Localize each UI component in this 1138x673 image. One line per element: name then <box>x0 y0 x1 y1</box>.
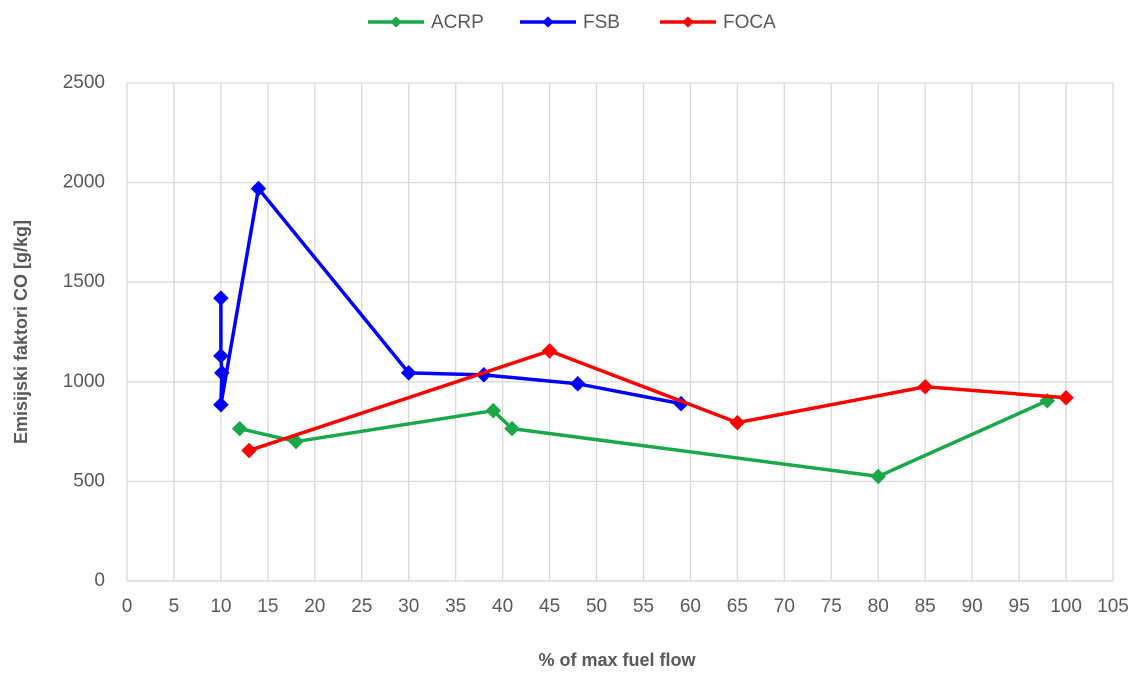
legend-label: FSB <box>583 12 620 33</box>
marker <box>1058 389 1074 406</box>
x-tick-label: 100 <box>1050 596 1082 617</box>
legend-label: ACRP <box>431 12 484 33</box>
marker <box>250 180 267 197</box>
x-axis-title: % of max fuel flow <box>538 650 696 670</box>
marker <box>569 376 586 392</box>
marker <box>541 343 558 359</box>
marker <box>241 442 257 459</box>
marker <box>213 290 229 306</box>
x-tick-label: 80 <box>868 596 889 617</box>
x-tick-label: 20 <box>304 596 325 617</box>
y-tick-label: 1500 <box>63 271 105 292</box>
x-tick-label: 15 <box>257 596 278 617</box>
y-tick-label: 0 <box>94 570 105 591</box>
y-tick-label: 500 <box>73 470 105 491</box>
marker <box>390 16 402 28</box>
legend-label: FOCA <box>723 12 776 33</box>
marker <box>214 365 230 381</box>
y-tick-label: 2500 <box>63 72 105 93</box>
x-tick-label: 90 <box>962 596 983 617</box>
marker <box>231 420 248 437</box>
x-tick-label: 25 <box>351 596 372 617</box>
x-tick-label: 40 <box>492 596 513 617</box>
x-tick-label: 10 <box>210 596 231 617</box>
x-tick-label: 5 <box>169 596 180 617</box>
x-tick-label: 50 <box>586 596 607 617</box>
y-tick-label: 2000 <box>63 172 105 193</box>
x-tick-label: 95 <box>1009 596 1030 617</box>
x-tick-label: 70 <box>774 596 795 617</box>
y-tick-label: 1000 <box>63 371 105 392</box>
x-tick-label: 105 <box>1097 596 1129 617</box>
x-tick-label: 75 <box>821 596 842 617</box>
x-tick-label: 60 <box>680 596 701 617</box>
marker <box>213 348 229 364</box>
x-tick-label: 65 <box>727 596 748 617</box>
marker <box>213 396 229 413</box>
x-tick-label: 45 <box>539 596 560 617</box>
marker <box>729 414 746 431</box>
x-tick-label: 30 <box>398 596 419 617</box>
x-tick-label: 55 <box>633 596 654 617</box>
y-axis-title: Emisijski faktori CO [g/kg] <box>11 220 31 444</box>
series-line <box>219 186 682 407</box>
x-tick-label: 0 <box>122 596 133 617</box>
marker <box>682 16 694 28</box>
marker <box>542 16 554 28</box>
x-tick-label: 85 <box>915 596 936 617</box>
x-tick-label: 35 <box>445 596 466 617</box>
